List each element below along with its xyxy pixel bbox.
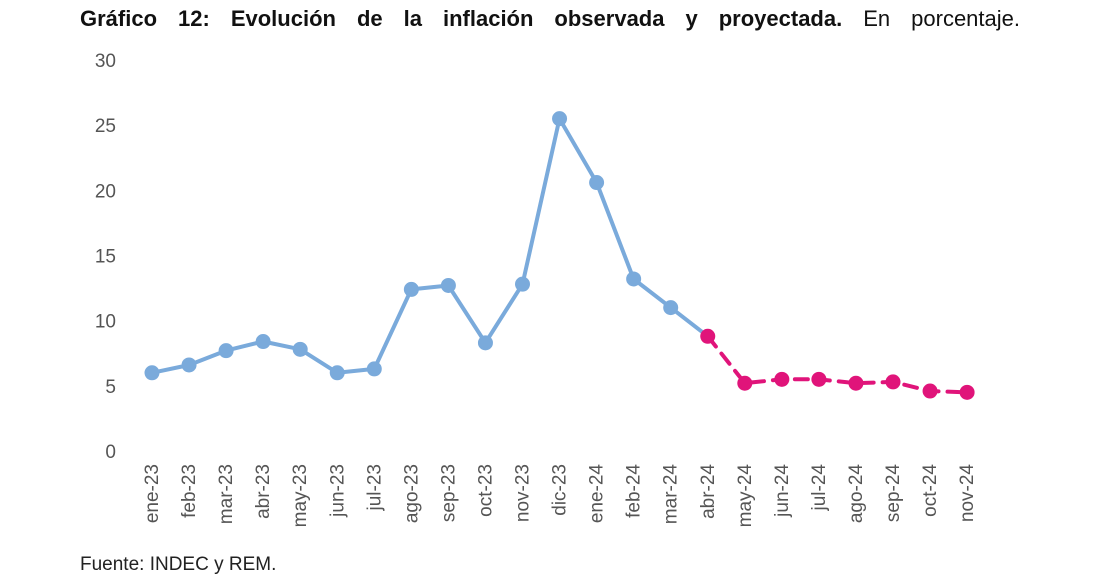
x-tick-label: ago-24 <box>846 464 867 524</box>
projected-data-point <box>737 375 753 391</box>
x-tick-label: ago-23 <box>401 464 422 523</box>
x-tick-label: abr-24 <box>698 464 719 519</box>
y-tick-label: 20 <box>95 181 116 202</box>
observed-data-point <box>552 111 568 127</box>
x-tick-label: nov-24 <box>957 464 978 523</box>
observed-data-point <box>181 357 197 373</box>
observed-data-point <box>663 300 679 316</box>
x-tick-label: dic-23 <box>550 464 571 516</box>
x-tick-label: may-23 <box>290 464 311 527</box>
x-tick-label: oct-23 <box>475 464 496 517</box>
x-tick-label: sep-23 <box>438 464 459 522</box>
observed-data-point <box>515 276 530 292</box>
observed-data-point <box>589 175 605 191</box>
x-tick-label: oct-24 <box>920 464 941 517</box>
observed-series-line <box>150 116 710 375</box>
observed-data-point <box>292 341 308 357</box>
x-tick-label: mar-24 <box>661 464 682 525</box>
y-tick-label: 10 <box>95 312 116 333</box>
x-tick-label: feb-24 <box>624 464 645 518</box>
projected-data-point <box>774 371 790 387</box>
observed-data-point <box>144 365 160 381</box>
projected-data-point <box>700 328 716 344</box>
x-tick-label: jul-24 <box>809 464 830 512</box>
observed-data-point <box>440 277 456 293</box>
observed-data-point <box>366 361 382 377</box>
y-tick-label: 5 <box>105 377 116 398</box>
x-tick-label: feb-23 <box>179 464 200 518</box>
series-points <box>144 111 975 400</box>
chart-title-bold: Gráfico 12: Evolución de la inflación ob… <box>80 6 843 31</box>
y-axis: 0 5 10 15 20 25 30 <box>95 51 116 463</box>
projected-data-point <box>848 375 864 391</box>
y-tick-label: 25 <box>95 116 116 137</box>
observed-data-point <box>477 335 493 351</box>
source-note: Fuente: INDEC y REM. <box>80 554 277 575</box>
y-tick-label: 0 <box>105 442 116 463</box>
x-tick-label: ene-24 <box>587 464 608 524</box>
x-tick-label: abr-23 <box>253 464 274 519</box>
projected-data-point <box>959 384 975 400</box>
observed-data-point <box>403 281 419 297</box>
series-lines <box>150 116 970 395</box>
x-tick-label: ene-23 <box>142 464 163 523</box>
x-tick-label: jul-23 <box>364 464 385 511</box>
observed-data-point <box>218 343 234 359</box>
x-tick-label: mar-23 <box>216 464 237 524</box>
x-tick-label: jun-23 <box>327 464 348 518</box>
x-tick-label: jun-24 <box>772 464 793 518</box>
projected-data-point <box>922 383 938 399</box>
observed-data-point <box>329 365 345 381</box>
x-tick-label: nov-23 <box>513 464 534 522</box>
chart-title: Gráfico 12: Evolución de la inflación ob… <box>80 6 1020 32</box>
chart-title-normal: En porcentaje. <box>863 6 1020 31</box>
y-tick-label: 15 <box>95 247 116 268</box>
x-tick-label: may-24 <box>735 464 756 528</box>
x-tick-label: sep-24 <box>883 464 904 523</box>
projected-data-point <box>811 371 827 387</box>
x-axis: ene-23 feb-23 mar-23 abr-23 may-23 jun-23 jul-… <box>142 464 978 528</box>
projected-data-point <box>885 374 901 390</box>
observed-data-point <box>255 334 271 350</box>
observed-data-point <box>626 271 642 287</box>
y-tick-label: 30 <box>95 51 116 72</box>
